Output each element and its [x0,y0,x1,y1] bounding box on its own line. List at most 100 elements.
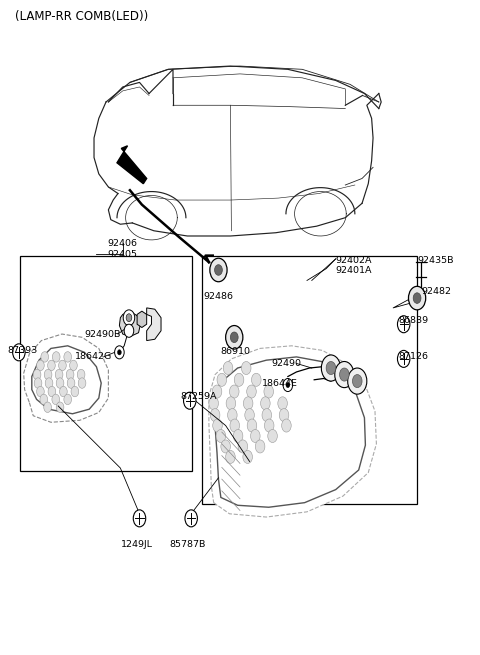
Circle shape [397,316,410,333]
Circle shape [251,430,260,443]
Text: 86910: 86910 [220,347,250,356]
Circle shape [36,360,44,371]
Circle shape [64,352,72,362]
Circle shape [261,397,270,410]
Circle shape [408,286,426,310]
Circle shape [352,375,362,388]
Text: 92486: 92486 [204,291,233,301]
Circle shape [48,360,55,371]
Circle shape [233,430,243,443]
FancyBboxPatch shape [20,255,192,472]
Circle shape [282,419,291,432]
Circle shape [264,385,274,398]
Circle shape [216,430,226,443]
Circle shape [71,386,79,397]
Circle shape [264,419,274,432]
Text: 87393: 87393 [8,346,38,355]
Circle shape [115,346,124,359]
Text: 92402A
92401A: 92402A 92401A [336,255,372,275]
Circle shape [124,324,134,337]
Circle shape [215,265,222,275]
Polygon shape [117,146,147,183]
Circle shape [60,386,67,397]
Circle shape [64,394,72,405]
Text: 86839: 86839 [398,316,428,326]
Circle shape [255,440,265,453]
Polygon shape [214,357,365,507]
Circle shape [268,430,277,443]
Polygon shape [209,346,376,517]
Circle shape [223,362,233,375]
Circle shape [348,368,367,394]
Text: 18644E: 18644E [262,379,298,388]
Circle shape [59,360,66,371]
Circle shape [185,510,197,527]
Circle shape [52,394,60,405]
Circle shape [283,379,293,392]
Circle shape [278,397,288,410]
Circle shape [70,360,77,371]
Circle shape [221,440,230,453]
Circle shape [36,386,44,397]
Circle shape [56,402,64,413]
Circle shape [279,409,289,422]
Circle shape [247,419,257,432]
Circle shape [229,385,239,398]
Circle shape [40,394,48,405]
Circle shape [226,451,235,464]
Circle shape [243,397,253,410]
Circle shape [183,392,196,409]
Circle shape [77,369,85,380]
Circle shape [56,378,64,388]
Circle shape [243,451,252,464]
Circle shape [226,326,243,349]
Text: 92406
92405: 92406 92405 [108,239,138,259]
Circle shape [210,258,227,282]
Circle shape [45,378,53,388]
Circle shape [55,369,63,380]
Circle shape [67,378,75,388]
Polygon shape [24,334,108,422]
Text: 92490B: 92490B [84,329,121,339]
FancyBboxPatch shape [202,255,417,504]
Circle shape [12,344,25,361]
Circle shape [41,352,48,362]
Circle shape [48,386,56,397]
Circle shape [230,332,238,343]
Text: 92435B: 92435B [417,255,454,265]
Circle shape [123,310,135,326]
Circle shape [212,385,222,398]
Circle shape [262,409,272,422]
Circle shape [44,402,51,413]
Circle shape [217,373,227,386]
Circle shape [234,373,244,386]
Circle shape [228,409,237,422]
Circle shape [210,409,220,422]
Polygon shape [147,308,161,341]
Text: 18642G: 18642G [75,352,112,362]
Polygon shape [137,311,147,328]
Circle shape [213,419,222,432]
Circle shape [133,510,146,527]
Circle shape [238,440,248,453]
Text: 92490: 92490 [271,359,301,368]
Circle shape [34,378,42,388]
Circle shape [247,385,256,398]
Circle shape [66,369,74,380]
Circle shape [335,362,354,388]
Circle shape [44,369,52,380]
Circle shape [33,369,41,380]
Text: 87126: 87126 [398,352,428,362]
Circle shape [397,350,410,367]
Circle shape [226,397,236,410]
Circle shape [339,368,349,381]
Polygon shape [32,346,101,414]
Text: 85787B: 85787B [169,540,205,549]
Text: 87259A: 87259A [180,392,216,401]
Polygon shape [120,311,141,337]
Circle shape [322,355,340,381]
Text: 1249JL: 1249JL [121,540,153,549]
Circle shape [209,397,218,410]
Circle shape [52,352,60,362]
Circle shape [118,350,121,355]
